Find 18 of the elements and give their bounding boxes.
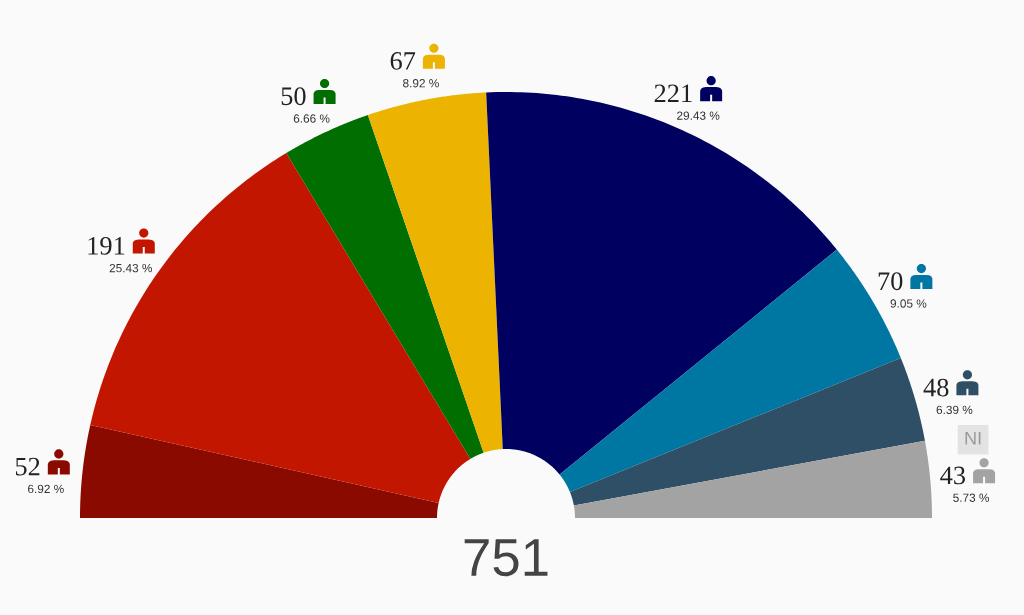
data-label: 221 (654, 84, 692, 102)
data-label: 48 (923, 378, 949, 397)
data-label: 70 (878, 272, 903, 291)
data-label: 50 (281, 87, 306, 106)
text: 29.43 % (677, 111, 720, 120)
text: 8.92 % (403, 79, 439, 88)
text: 5.73 % (953, 493, 990, 502)
text: 6.92 % (28, 484, 64, 494)
text: 6.39 % (936, 405, 973, 415)
data-label: 43 (940, 466, 966, 485)
data-label: 67 (390, 52, 416, 70)
data-label: 52 (15, 457, 40, 476)
slice-label: NI (965, 431, 981, 445)
text: 25.43 % (109, 263, 153, 273)
text: 9.05 % (890, 299, 927, 308)
text: 6.66 % (293, 114, 330, 123)
data-label: 191 (88, 236, 125, 255)
text: 751 (464, 539, 548, 577)
